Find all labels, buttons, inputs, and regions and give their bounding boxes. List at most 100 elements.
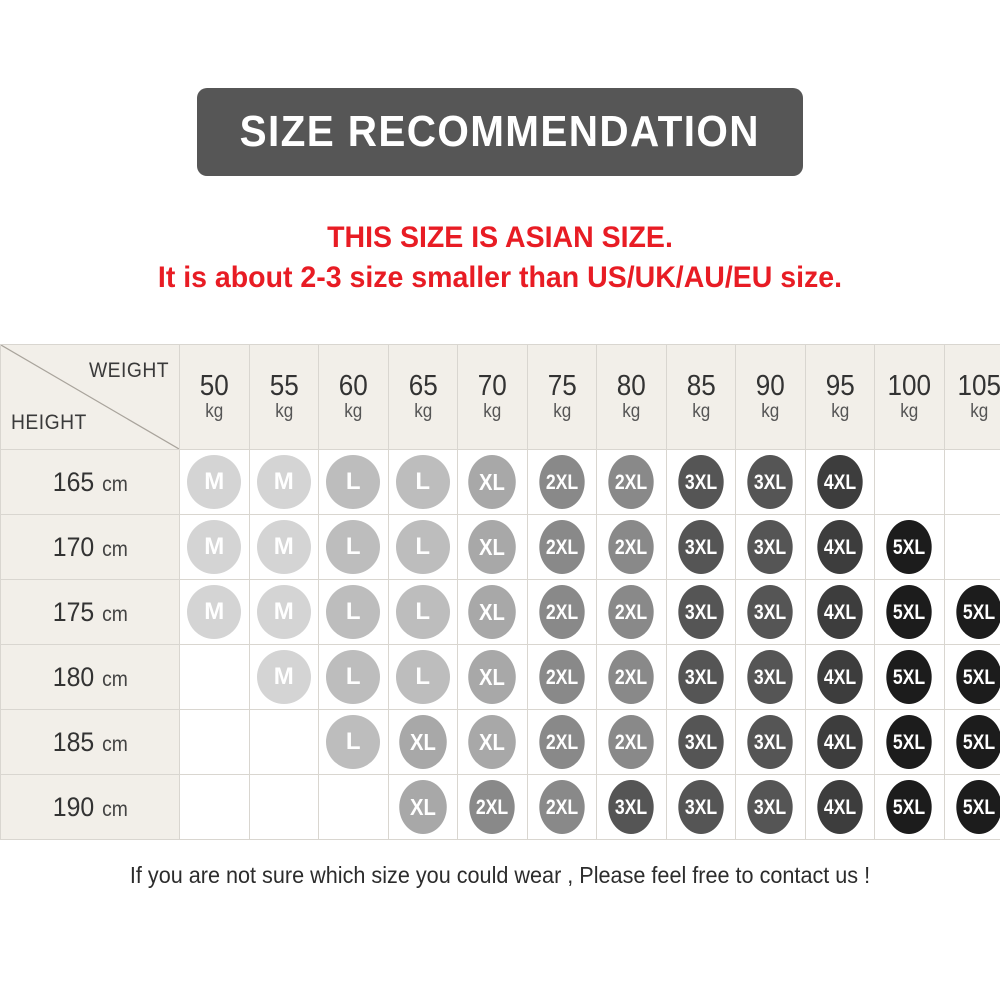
size-bubble: L	[326, 520, 381, 574]
weight-value: 75	[547, 369, 577, 402]
size-bubble: 2XL	[539, 650, 585, 704]
asian-size-notice: THIS SIZE IS ASIAN SIZE. It is about 2-3…	[0, 218, 1000, 297]
size-cell-empty	[179, 709, 250, 775]
weight-column-header: 100 kg	[874, 344, 945, 450]
diagonal-divider-icon	[1, 345, 179, 449]
size-bubble: M	[187, 520, 242, 574]
height-value: 165	[53, 466, 95, 497]
weight-value: 90	[755, 369, 785, 402]
weight-column-header: 55 kg	[248, 344, 319, 450]
size-cell: M	[248, 579, 319, 645]
weight-column-header: 70 kg	[457, 344, 528, 450]
size-bubble: 2XL	[539, 715, 585, 769]
table-row: 170 cm M M L L XL 2XL 2XL 3XL 3XL 4XL 5XL	[0, 514, 1000, 580]
size-bubble: M	[256, 520, 311, 574]
size-bubble: 4XL	[817, 780, 863, 834]
weight-column-header: 85 kg	[665, 344, 736, 450]
size-cell: 2XL	[526, 774, 597, 840]
table-header: WEIGHT HEIGHT 50 kg 55 kg 60 kg 65 kg 70 kg 75 kg 80…	[0, 344, 1000, 450]
size-cell: 3XL	[596, 774, 667, 840]
size-cell: 2XL	[596, 514, 667, 580]
size-bubble: 3XL	[608, 780, 654, 834]
size-cell: 4XL	[804, 579, 875, 645]
size-cell: L	[387, 514, 458, 580]
size-cell: 3XL	[665, 644, 736, 710]
size-cell: 5XL	[874, 579, 945, 645]
size-cell-empty	[318, 774, 389, 840]
weight-unit: kg	[969, 400, 988, 422]
size-cell: 2XL	[526, 644, 597, 710]
size-cell: 3XL	[735, 709, 806, 775]
size-cell: 4XL	[804, 644, 875, 710]
size-bubble: M	[187, 585, 242, 639]
size-cell: 5XL	[874, 709, 945, 775]
size-cell: 5XL	[943, 579, 1000, 645]
size-cell-empty	[179, 774, 250, 840]
size-bubble: 3XL	[747, 715, 793, 769]
weight-value: 50	[199, 369, 229, 402]
size-bubble: 4XL	[817, 585, 863, 639]
table-row: 165 cm M M L L XL 2XL 2XL 3XL 3XL 4XL	[0, 449, 1000, 515]
size-bubble: 3XL	[678, 455, 724, 509]
size-bubble: L	[326, 715, 381, 769]
size-cell: 3XL	[735, 449, 806, 515]
size-bubble: XL	[468, 585, 517, 639]
size-cell: L	[318, 644, 389, 710]
size-bubble: 4XL	[817, 455, 863, 509]
size-cell: L	[387, 644, 458, 710]
page-title: SIZE RECOMMENDATION	[239, 107, 761, 156]
size-bubble: 4XL	[817, 650, 863, 704]
size-cell: 2XL	[526, 709, 597, 775]
weight-value: 55	[269, 369, 299, 402]
contact-note: If you are not sure which size you could…	[129, 862, 871, 888]
weight-unit: kg	[413, 400, 432, 422]
weight-unit: kg	[691, 400, 710, 422]
size-cell: 4XL	[804, 514, 875, 580]
weight-value: 65	[408, 369, 438, 402]
weight-column-header: 75 kg	[526, 344, 597, 450]
size-cell: 3XL	[665, 514, 736, 580]
weight-value: 70	[477, 369, 507, 402]
size-cell-empty	[179, 644, 250, 710]
table-body: 165 cm M M L L XL 2XL 2XL 3XL 3XL 4XL 170 cm M M L L XL 2XL…	[0, 449, 1000, 840]
size-cell: 3XL	[665, 774, 736, 840]
size-cell: 3XL	[665, 709, 736, 775]
height-axis-label: HEIGHT	[11, 411, 87, 434]
size-bubble: XL	[398, 780, 447, 834]
size-cell-empty	[248, 774, 319, 840]
size-bubble: 2XL	[539, 455, 585, 509]
weight-column-header: 80 kg	[596, 344, 667, 450]
size-bubble: 3XL	[678, 520, 724, 574]
size-cell: 2XL	[526, 579, 597, 645]
size-bubble: 5XL	[886, 715, 932, 769]
size-cell: 2XL	[526, 449, 597, 515]
size-bubble: L	[395, 455, 450, 509]
size-cell: L	[387, 449, 458, 515]
weight-unit: kg	[830, 400, 849, 422]
size-bubble: 3XL	[747, 520, 793, 574]
size-bubble: 2XL	[608, 715, 654, 769]
weight-value: 60	[338, 369, 368, 402]
size-cell: 5XL	[943, 709, 1000, 775]
weight-unit: kg	[205, 400, 224, 422]
size-recommendation-table: WEIGHT HEIGHT 50 kg 55 kg 60 kg 65 kg 70 kg 75 kg 80…	[0, 344, 1000, 840]
size-cell: 3XL	[735, 579, 806, 645]
size-bubble: 2XL	[539, 585, 585, 639]
notice-line-2: It is about 2-3 size smaller than US/UK/…	[157, 260, 843, 294]
height-unit: cm	[101, 602, 128, 626]
weight-value: 100	[887, 369, 932, 402]
size-bubble: 2XL	[608, 455, 654, 509]
size-cell-empty	[943, 514, 1000, 580]
size-cell: L	[318, 579, 389, 645]
size-bubble: 5XL	[886, 520, 932, 574]
size-bubble: 2XL	[608, 650, 654, 704]
weight-unit: kg	[900, 400, 919, 422]
height-row-header: 175 cm	[0, 579, 180, 645]
size-bubble: 3XL	[678, 780, 724, 834]
size-cell: 2XL	[526, 514, 597, 580]
size-bubble: XL	[468, 455, 517, 509]
weight-unit: kg	[344, 400, 363, 422]
table-row: 185 cm L XL XL 2XL 2XL 3XL 3XL 4XL 5XL 5XL	[0, 709, 1000, 775]
size-bubble: 5XL	[956, 715, 1000, 769]
height-row-header: 180 cm	[0, 644, 180, 710]
